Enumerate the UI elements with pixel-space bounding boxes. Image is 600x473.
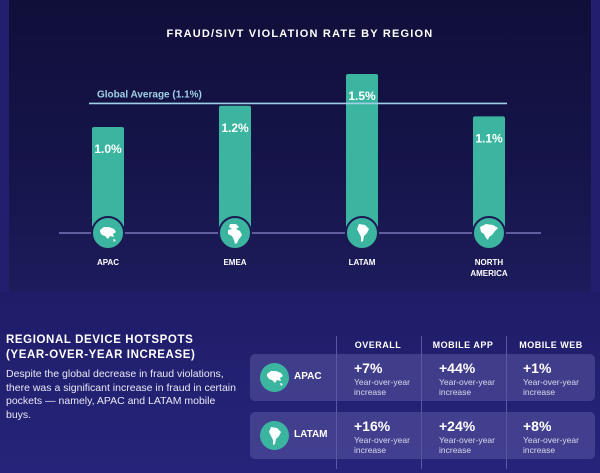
value-label: 1.1% — [475, 131, 503, 145]
category-label: APAC — [97, 258, 119, 267]
cell-sub-line2: increase — [354, 445, 387, 455]
cell-latam-overall: +16% Year-over-year increase — [354, 418, 434, 455]
column-header-mobile-app: MOBILE APP — [432, 340, 494, 350]
cell-value: +7% — [354, 360, 383, 376]
global-average-label: Global Average (1.1%) — [97, 89, 202, 100]
cell-apac-mobile-web: +1% Year-over-year increase — [523, 360, 600, 397]
bar-apac — [92, 127, 124, 233]
cell-sub-line1: Year-over-year — [354, 435, 410, 445]
bar-latam — [346, 74, 378, 233]
region-label-latam: LATAM — [294, 429, 328, 440]
category-label: EMEA — [223, 258, 246, 267]
north-america-map-icon — [480, 224, 498, 240]
cell-sub-line1: Year-over-year — [523, 377, 579, 387]
category-label: AMERICA — [470, 269, 508, 278]
hotspots-title: REGIONAL DEVICE HOTSPOTS (YEAR-OVER-YEAR… — [6, 333, 236, 363]
europe-africa-map-icon — [228, 224, 242, 244]
cell-sub-line2: increase — [523, 387, 556, 397]
value-label: 1.0% — [94, 142, 122, 156]
hotspots-title-line2: (YEAR-OVER-YEAR INCREASE) — [6, 349, 196, 361]
cell-apac-mobile-app: +44% Year-over-year increase — [439, 360, 519, 397]
cell-sub-line2: increase — [523, 445, 556, 455]
table-row-latam: LATAM +16% Year-over-year increase +24% … — [250, 412, 595, 459]
cell-sub-line2: increase — [354, 387, 387, 397]
chart-panel: FRAUD/SIVT VIOLATION RATE BY REGION 1.0%… — [9, 0, 591, 292]
south-america-map-icon — [357, 224, 369, 242]
column-divider — [336, 336, 337, 469]
value-label: 1.2% — [221, 121, 249, 135]
value-label: 1.5% — [348, 89, 376, 103]
hotspots-section: REGIONAL DEVICE HOTSPOTS (YEAR-OVER-YEAR… — [0, 292, 600, 473]
cell-latam-mobile-web: +8% Year-over-year increase — [523, 418, 600, 455]
cell-value: +1% — [523, 360, 552, 376]
column-header-overall: OVERALL — [354, 340, 402, 350]
cell-value: +16% — [354, 418, 391, 434]
cell-sub-line1: Year-over-year — [439, 377, 495, 387]
cell-value: +24% — [439, 418, 476, 434]
chart-title: FRAUD/SIVT VIOLATION RATE BY REGION — [166, 28, 434, 40]
cell-apac-overall: +7% Year-over-year increase — [354, 360, 434, 397]
cell-sub-line1: Year-over-year — [439, 435, 495, 445]
cell-value: +8% — [523, 418, 552, 434]
category-label: NORTH — [475, 258, 504, 267]
cell-sub-line2: increase — [439, 445, 472, 455]
cell-value: +44% — [439, 360, 476, 376]
cell-sub-line1: Year-over-year — [354, 377, 410, 387]
bar-north-america — [473, 116, 505, 233]
bar-chart: 1.0% APAC 1.2% EMEA 1.5% LATAM 1.1% NORTH AMERIC… — [59, 74, 541, 278]
bar-emea — [219, 105, 251, 233]
asia-map-icon — [260, 363, 289, 392]
cell-sub-line1: Year-over-year — [523, 435, 579, 445]
south-america-map-icon — [260, 421, 289, 450]
asia-map-icon — [100, 227, 116, 242]
region-label-apac: APAC — [294, 371, 322, 382]
category-label: LATAM — [349, 258, 376, 267]
column-divider — [506, 336, 507, 469]
hotspots-title-line1: REGIONAL DEVICE HOTSPOTS — [6, 334, 194, 346]
cell-sub-line2: increase — [439, 387, 472, 397]
hotspots-description: Despite the global decrease in fraud vio… — [6, 368, 236, 421]
column-header-mobile-web: MOBILE WEB — [519, 340, 583, 350]
table-row-apac: APAC +7% Year-over-year increase +44% Ye… — [250, 354, 595, 401]
column-divider — [421, 336, 422, 469]
cell-latam-mobile-app: +24% Year-over-year increase — [439, 418, 519, 455]
